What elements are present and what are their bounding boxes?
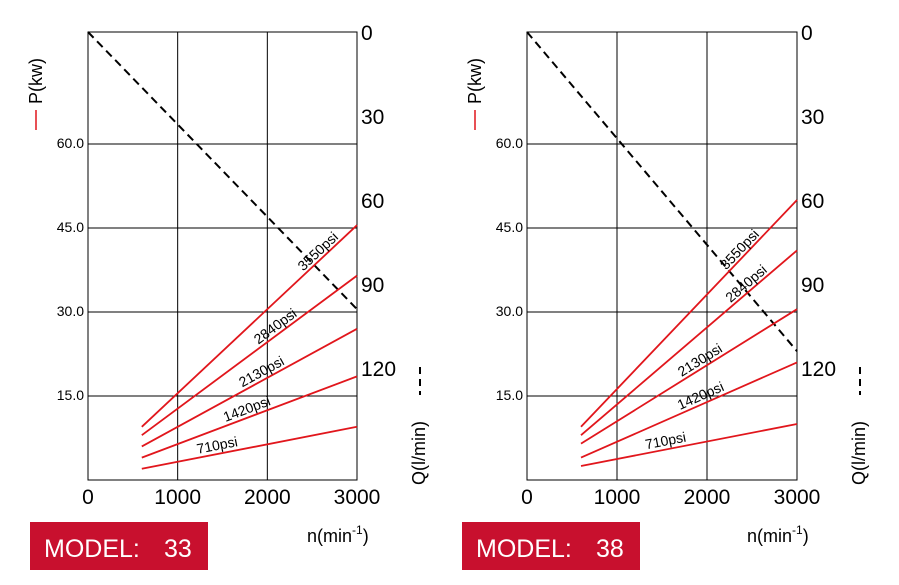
- p-tick-label: 15.0: [496, 387, 523, 403]
- x-tick-label: 0: [521, 486, 533, 509]
- x-axis-label-base: n(min: [307, 526, 352, 546]
- p-tick-label: 30.0: [496, 303, 523, 319]
- chart-panel-1: 15.0 30.0 45.0 60.0 0 30 60 90 120 0 1000 2000 3000 n…: [462, 22, 869, 570]
- x-tick-label: 2000: [244, 486, 291, 509]
- x-axis-label-exp: -1: [352, 523, 363, 537]
- model-badge-label: MODEL:: [44, 535, 140, 563]
- q-axis-label: Q(l/min): [409, 421, 429, 485]
- series-line-2840psi: [141, 274, 358, 436]
- x-tick-label: 1000: [594, 486, 641, 509]
- p-tick-label: 30.0: [57, 303, 84, 319]
- model-badge: [462, 522, 640, 570]
- x-axis-label-end: ): [363, 526, 369, 546]
- plot-frame: [87, 31, 358, 481]
- p-tick-label: 45.0: [496, 219, 523, 235]
- x-tick-label: 0: [82, 486, 94, 509]
- q-tick-label: 30: [361, 106, 384, 129]
- series-line-710psi: [580, 423, 798, 467]
- q-tick-label: 0: [361, 22, 373, 45]
- p-tick-label: 60.0: [57, 135, 84, 151]
- series-label-710psi: 710psi: [644, 429, 688, 453]
- series-line-3550psi: [580, 199, 798, 428]
- flow-line: [87, 31, 358, 310]
- p-tick-label: 45.0: [57, 219, 84, 235]
- flow-line: [526, 31, 798, 352]
- q-tick-label: 60: [361, 190, 384, 213]
- plot-frame: [526, 31, 798, 481]
- series-line-1420psi: [141, 375, 358, 459]
- x-tick-label: 3000: [334, 486, 381, 509]
- x-axis-label-exp: -1: [792, 523, 803, 537]
- q-axis-label: Q(l/min): [849, 421, 869, 485]
- q-tick-label: 90: [361, 274, 384, 297]
- q-tick-label: 0: [801, 22, 813, 45]
- x-axis-label-base: n(min: [747, 526, 792, 546]
- p-axis-label: P(kw): [465, 58, 485, 104]
- series-label-1420psi: 1420psi: [675, 378, 726, 412]
- x-axis-label: n(min-1): [747, 523, 809, 546]
- q-tick-label: 120: [361, 358, 396, 381]
- x-axis-label: n(min-1): [307, 523, 369, 546]
- model-badge: [30, 522, 208, 570]
- q-tick-label: 120: [801, 358, 836, 381]
- series-label-710psi: 710psi: [195, 433, 239, 457]
- series-line-710psi: [141, 425, 358, 470]
- series-label-2840psi: 2840psi: [251, 305, 300, 347]
- x-tick-label: 2000: [684, 486, 731, 509]
- series-line-1420psi: [580, 361, 798, 459]
- series-line-3550psi: [141, 224, 358, 428]
- p-tick-label: 60.0: [496, 135, 523, 151]
- p-axis-label: P(kw): [26, 58, 46, 104]
- series-line-2130psi: [580, 308, 798, 445]
- q-tick-label: 30: [801, 106, 824, 129]
- model-badge-number: 38: [596, 535, 624, 563]
- x-axis-label-end: ): [803, 526, 809, 546]
- chart-panel-0: 15.0 30.0 45.0 60.0 0 30 60 90 120 0 1000 2000 3000 n…: [26, 22, 429, 570]
- series-line-2130psi: [141, 328, 358, 448]
- model-badge-label: MODEL:: [476, 535, 572, 563]
- x-tick-label: 3000: [774, 486, 821, 509]
- model-badge-number: 33: [164, 535, 192, 563]
- q-tick-label: 60: [801, 190, 824, 213]
- series-label-1420psi: 1420psi: [221, 393, 273, 425]
- q-tick-label: 90: [801, 274, 824, 297]
- series-line-2840psi: [580, 249, 798, 436]
- x-tick-label: 1000: [154, 486, 201, 509]
- p-tick-label: 15.0: [57, 387, 84, 403]
